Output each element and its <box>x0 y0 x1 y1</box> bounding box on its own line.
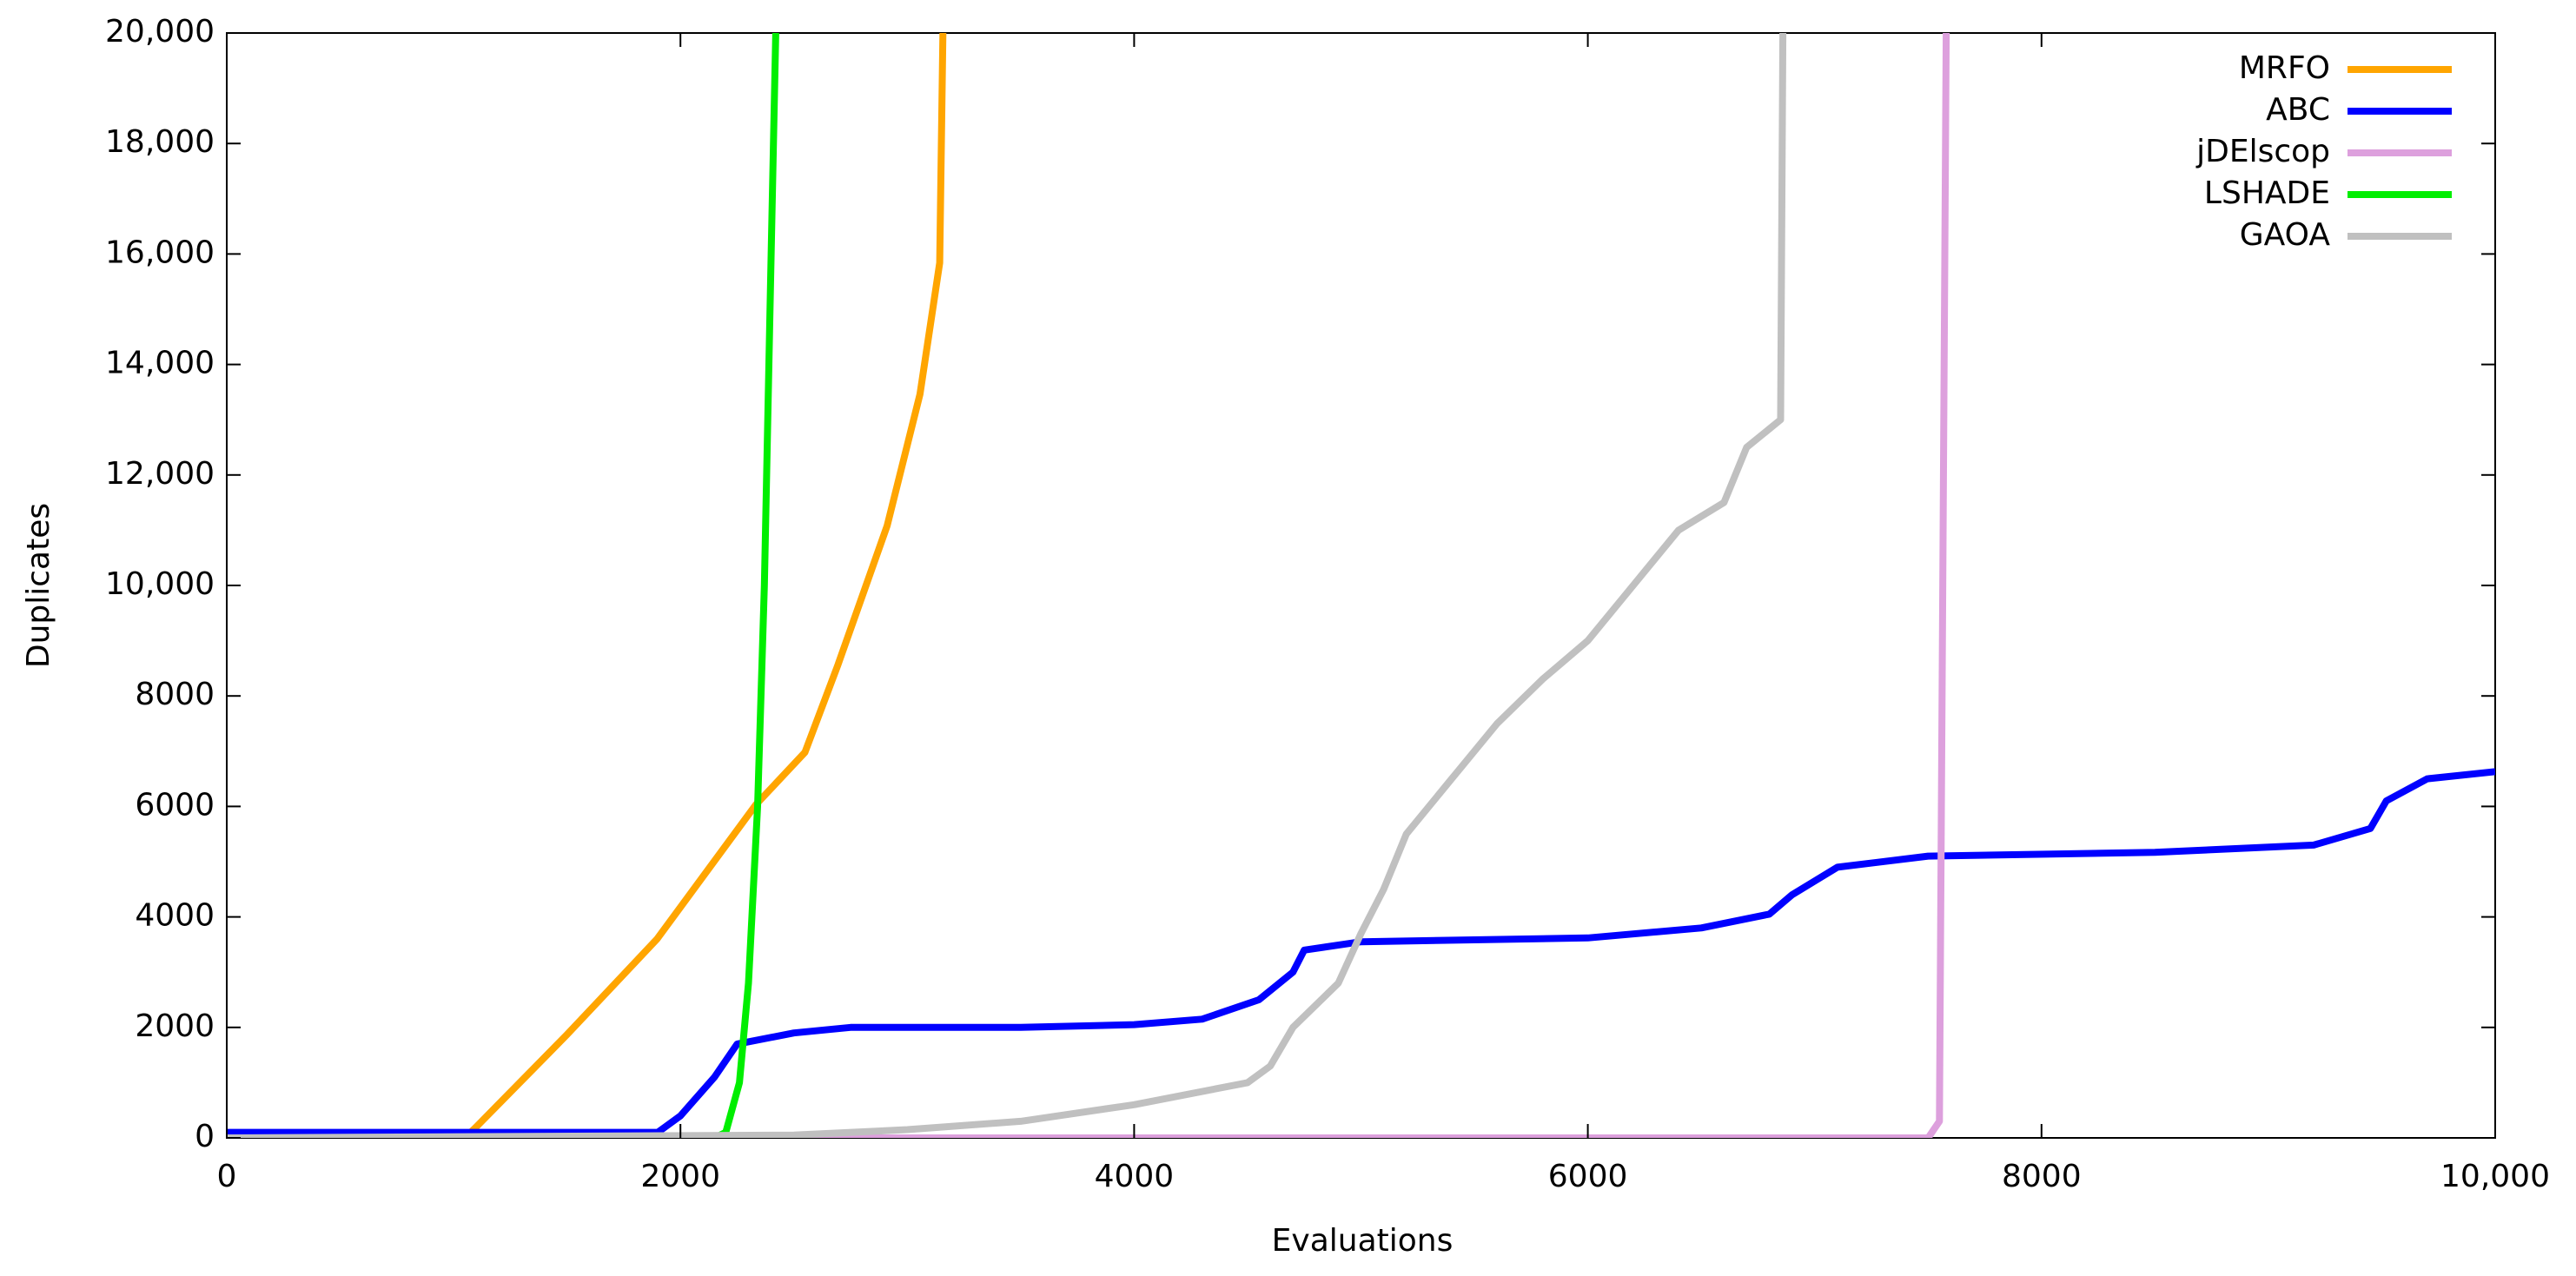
y-tick-label: 20,000 <box>105 14 215 50</box>
x-axis-label: Evaluations <box>1272 1223 1454 1259</box>
x-tick-label: 10,000 <box>2440 1159 2550 1194</box>
y-tick-label: 4000 <box>135 898 215 934</box>
y-tick-label: 0 <box>195 1119 215 1154</box>
series-line <box>227 33 1787 1138</box>
legend-label: ABC <box>2266 92 2330 128</box>
x-tick-label: 0 <box>217 1159 237 1194</box>
y-tick-label: 12,000 <box>105 456 215 492</box>
y-axis-label: Duplicates <box>21 503 56 668</box>
y-tick-label: 8000 <box>135 677 215 712</box>
y-tick-label: 2000 <box>135 1008 215 1044</box>
y-tick-label: 16,000 <box>105 235 215 270</box>
x-tick-label: 2000 <box>640 1159 720 1194</box>
x-tick-label: 6000 <box>1548 1159 1628 1194</box>
y-tick-label: 14,000 <box>105 346 215 381</box>
x-tick-label: 8000 <box>2002 1159 2082 1194</box>
series-line <box>227 33 1950 1138</box>
legend-label: jDElscop <box>2195 134 2330 169</box>
legend-label: LSHADE <box>2204 175 2330 211</box>
legend-label: GAOA <box>2240 217 2331 253</box>
plot-area <box>227 33 2495 1138</box>
plot-frame <box>226 32 2496 1139</box>
y-tick-label: 18,000 <box>105 124 215 160</box>
series-line <box>227 33 947 1138</box>
series-line <box>227 768 2495 1136</box>
y-tick-label: 6000 <box>135 787 215 823</box>
legend-label: MRFO <box>2239 50 2330 86</box>
series-line <box>227 33 779 1138</box>
x-tick-label: 4000 <box>1095 1159 1175 1194</box>
y-tick-label: 10,000 <box>105 566 215 602</box>
